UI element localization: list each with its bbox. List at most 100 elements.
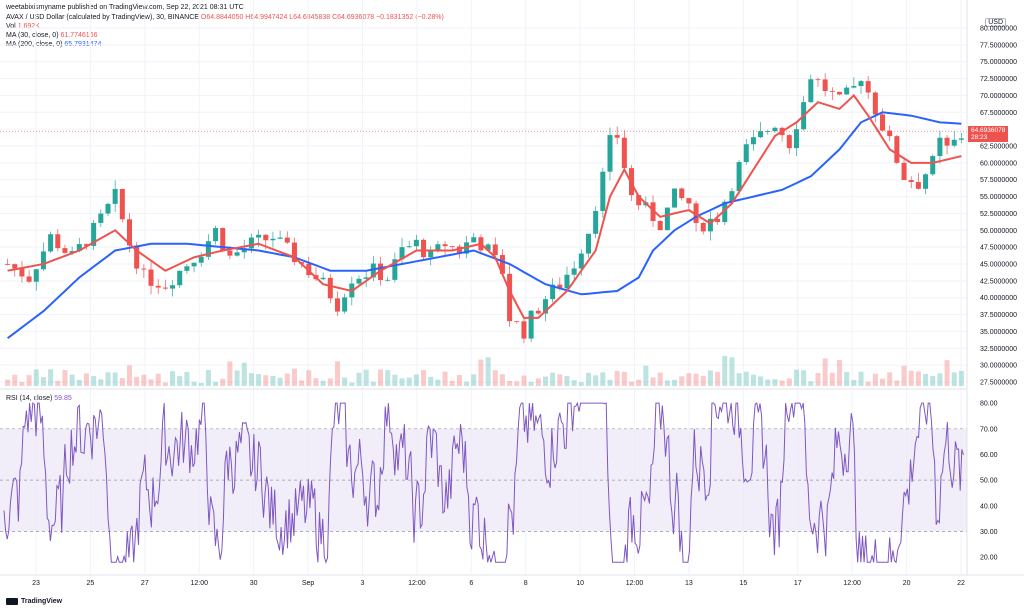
candle-body	[872, 92, 878, 115]
time-tick-label: 17	[794, 580, 802, 587]
volume-bar	[471, 374, 477, 386]
candle-body	[557, 284, 563, 289]
time-tick-label: 23	[32, 580, 40, 587]
volume-legend[interactable]: Vol 1.692K	[6, 22, 40, 31]
candle-body	[578, 253, 584, 269]
tradingview-footer[interactable]: TradingView	[6, 598, 62, 605]
price-tick-label: 45.0000000	[980, 262, 1017, 269]
time-tick-label: 13	[685, 580, 693, 587]
price-tick-label: 60.0000000	[980, 160, 1017, 167]
candle-body	[485, 244, 491, 251]
candle-body	[607, 135, 613, 172]
volume-bar	[112, 372, 118, 386]
price-tick-label: 47.5000000	[980, 245, 1017, 252]
price-tick-label: 37.5000000	[980, 312, 1017, 319]
candle-body	[76, 244, 82, 252]
time-tick-label: 25	[87, 580, 95, 587]
volume-bar	[851, 380, 857, 386]
time-tick-label: 3	[361, 580, 365, 587]
candle-body	[894, 136, 900, 163]
candle-body	[765, 131, 771, 132]
price-tick-label: 75.0000000	[980, 59, 1017, 66]
volume-bar	[621, 371, 627, 386]
candle-body	[256, 234, 262, 238]
candle-body	[342, 297, 348, 312]
volume-bar	[808, 381, 814, 386]
ma30-value: 61.7746166	[60, 32, 98, 39]
volume-bar	[205, 369, 211, 386]
candle-body	[793, 129, 799, 149]
volume-bar	[55, 380, 61, 386]
volume-bar	[62, 370, 68, 386]
candle-body	[707, 218, 713, 232]
candle-body	[334, 298, 340, 312]
volume-bars	[5, 356, 964, 386]
rsi-tick-label: 60.00	[980, 452, 998, 459]
candle-body	[234, 252, 240, 256]
last-price-label: 64.6936078 28:23	[968, 126, 1009, 143]
volume-bar	[277, 377, 283, 386]
price-tick-label: 55.0000000	[980, 194, 1017, 201]
volume-bar	[657, 372, 663, 386]
time-axis: 23 25 27 12:00 30 Sep 3 12:00 6 8 10 12:00 13 15 17 12:…	[32, 580, 965, 587]
volume-bar	[786, 378, 792, 386]
volume-bar	[248, 373, 254, 386]
volume-bar	[213, 381, 219, 386]
candle-body	[33, 269, 39, 282]
volume-bar	[772, 379, 778, 386]
candle-body	[722, 201, 728, 223]
candle-body	[908, 180, 914, 183]
candle-body	[614, 135, 620, 138]
candle-body	[550, 284, 556, 300]
volume-bar	[829, 372, 835, 386]
candle-body	[829, 91, 835, 92]
price-tick-label: 32.5000000	[980, 346, 1017, 353]
candle-body	[392, 259, 398, 280]
candle-body	[743, 144, 749, 163]
volume-bar	[514, 381, 520, 386]
time-tick-label: 20	[903, 580, 911, 587]
volume-bar	[435, 379, 441, 386]
time-tick-label: 12:00	[843, 580, 861, 587]
volume-bar	[607, 379, 613, 386]
candle-body	[937, 137, 943, 157]
ma30-line	[7, 93, 962, 319]
candle-body	[198, 256, 204, 263]
candle-body	[585, 233, 591, 254]
candle-body	[170, 285, 176, 289]
candle-body	[772, 127, 778, 132]
volume-bar	[105, 372, 111, 386]
candle-body	[40, 251, 46, 270]
candle-body	[112, 188, 118, 204]
price-tick-label: 50.0000000	[980, 228, 1017, 235]
volume-bar	[686, 373, 692, 386]
candle-body	[514, 321, 520, 322]
volume-bar	[485, 357, 491, 386]
volume-bar	[550, 372, 556, 386]
candle-body	[263, 234, 269, 241]
candle-body	[758, 131, 764, 138]
price-tick-label: 77.5000000	[980, 42, 1017, 49]
price-tick-label: 80.0000000	[980, 26, 1017, 33]
ma30-legend[interactable]: MA (30, close, 0) 61.7746166	[6, 31, 97, 40]
volume-bar	[449, 380, 455, 386]
symbol-legend[interactable]: AVAX / USD Dollar (calculated by Trading…	[6, 13, 444, 22]
volume-bar	[585, 372, 591, 386]
volume-bar	[923, 374, 929, 386]
candle-body	[155, 285, 161, 288]
volume-bar	[26, 375, 32, 386]
volume-bar	[83, 373, 89, 386]
volume-bar	[406, 377, 412, 386]
volume-bar	[664, 380, 670, 386]
candle-body	[880, 114, 886, 131]
candle-body	[915, 182, 921, 189]
candle-body	[535, 310, 541, 314]
candle-body	[715, 218, 721, 223]
candle-body	[62, 248, 68, 253]
currency-badge[interactable]: USD	[985, 18, 1006, 27]
price-tick-label: 42.5000000	[980, 278, 1017, 285]
volume-bar	[944, 360, 950, 386]
volume-bar	[306, 370, 312, 386]
rsi-legend[interactable]: RSI (14, close) 59.85	[6, 394, 72, 403]
